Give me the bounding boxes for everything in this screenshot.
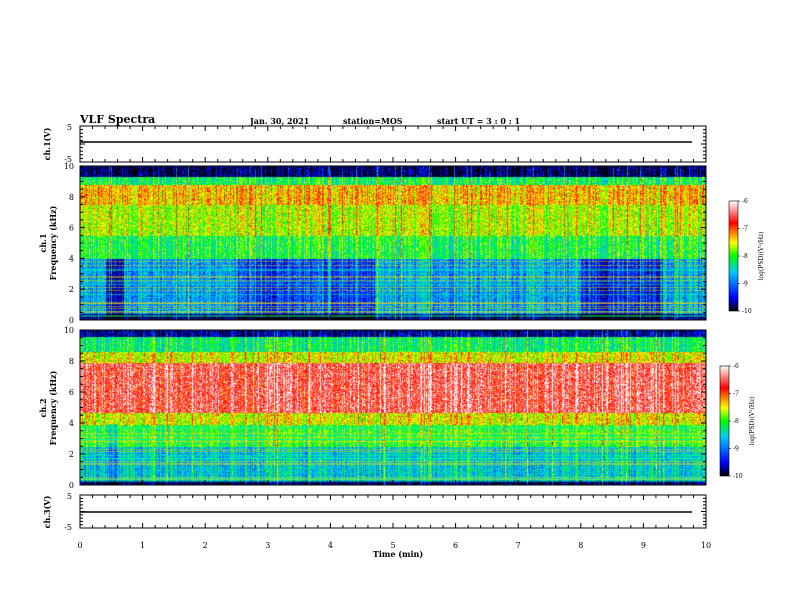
y-tick-label: 0 — [69, 316, 74, 325]
ch3-voltage-ticks — [79, 494, 707, 529]
y-tick-label: 6 — [69, 388, 74, 397]
ch1-channel-label: ch.1 — [38, 233, 48, 252]
x-tick-label: 7 — [516, 541, 521, 550]
ch2-colorbar: -6 -7 -8 -9 -10 log(PSD)(V²/Hz) — [719, 363, 756, 480]
ch1-colorbar: -6 -7 -8 -9 -10 log(PSD)(V²/Hz) — [728, 198, 765, 315]
colorbar-tick-label: -6 — [742, 198, 748, 205]
x-tick-label: 2 — [203, 541, 208, 550]
y-tick-label: 10 — [64, 162, 74, 171]
ch1-ytick-top: 5 — [67, 123, 72, 132]
y-tick-label: 8 — [69, 193, 74, 202]
ch2-spectrogram-panel: 0 2 4 6 8 10 ch.2 Frequency (kHz) — [38, 326, 707, 490]
ch2-spectrogram-ticks — [79, 329, 707, 486]
x-tick-label: 1 — [140, 541, 145, 550]
ch2-colorbar-label: log(PSD)(V²/Hz) — [749, 397, 756, 446]
colorbar-tick-label: -8 — [733, 418, 739, 425]
ch2-frequency-ylabel: Frequency (kHz) — [48, 370, 58, 445]
ch2-channel-label: ch.2 — [38, 398, 48, 417]
x-axis-tick-labels: 0 1 2 3 4 5 6 7 8 9 10 — [77, 541, 711, 550]
x-tick-label: 6 — [453, 541, 458, 550]
ch2-colorbar-tick-labels: -6 -7 -8 -9 -10 — [729, 363, 743, 480]
colorbar-tick-label: -8 — [742, 253, 748, 260]
ch1-ytick-bottom: -5 — [64, 155, 72, 164]
ch1-voltage-ticks — [79, 125, 707, 163]
y-tick-label: 4 — [69, 419, 74, 428]
start-time-label: start UT = 3 : 0 : 1 — [437, 116, 521, 126]
colorbar-tick-label: -7 — [742, 226, 748, 233]
station-label: station=MOS — [343, 116, 403, 126]
colorbar-tick-label: -10 — [733, 473, 743, 480]
x-tick-label: 3 — [265, 541, 270, 550]
ch2-spectrogram-image — [80, 330, 706, 485]
y-tick-label: 2 — [69, 450, 74, 459]
x-tick-label: 4 — [328, 541, 333, 550]
colorbar-tick-label: -10 — [742, 308, 752, 315]
ch2-frequency-tick-labels: 0 2 4 6 8 10 — [64, 326, 74, 490]
x-axis-label: Time (min) — [373, 549, 423, 559]
ch1-spectrogram-ticks — [79, 165, 707, 321]
x-tick-label: 5 — [390, 541, 395, 550]
colorbar-tick-label: -7 — [733, 391, 739, 398]
y-tick-label: 0 — [69, 481, 74, 490]
ch2-colorbar-gradient — [719, 365, 730, 477]
ch1-frequency-tick-labels: 0 2 4 6 8 10 — [64, 162, 74, 325]
ch1-colorbar-tick-labels: -6 -7 -8 -9 -10 — [738, 198, 752, 315]
ch1-voltage-ylabel: ch.1(V) — [42, 127, 52, 160]
colorbar-tick-label: -9 — [733, 446, 739, 453]
ch1-colorbar-gradient — [728, 200, 739, 312]
y-tick-label: 6 — [69, 224, 74, 233]
figure-title: VLF Spectra — [80, 113, 156, 126]
ch3-voltage-ylabel: ch.3(V) — [42, 495, 52, 528]
x-tick-label: 0 — [77, 541, 82, 550]
date-label: Jan. 30, 2021 — [250, 116, 310, 126]
ch3-voltage-panel: 5 -5 ch.3(V) — [42, 492, 707, 532]
colorbar-tick-label: -9 — [742, 281, 748, 288]
y-tick-label: 2 — [69, 285, 74, 294]
x-tick-label: 9 — [641, 541, 646, 550]
ch1-voltage-frame — [79, 125, 707, 163]
y-tick-label: 8 — [69, 357, 74, 366]
ch1-frequency-ylabel: Frequency (kHz) — [48, 205, 58, 280]
x-tick-label: 10 — [701, 541, 711, 550]
ch1-spectrogram-panel: 0 2 4 6 8 10 ch.1 Frequency (kHz) — [38, 162, 707, 325]
ch3-ytick-top: 5 — [67, 492, 72, 501]
ch1-spectrogram-image — [80, 166, 706, 320]
y-tick-label: 4 — [69, 254, 74, 263]
ch3-ytick-bottom: -5 — [64, 523, 72, 532]
colorbar-tick-label: -6 — [733, 363, 739, 370]
ch1-colorbar-label: log(PSD)(V²/Hz) — [758, 232, 765, 281]
y-tick-label: 10 — [64, 326, 74, 335]
ch1-voltage-panel: 5 -5 ch.1(V) — [42, 123, 707, 164]
x-tick-label: 8 — [578, 541, 583, 550]
